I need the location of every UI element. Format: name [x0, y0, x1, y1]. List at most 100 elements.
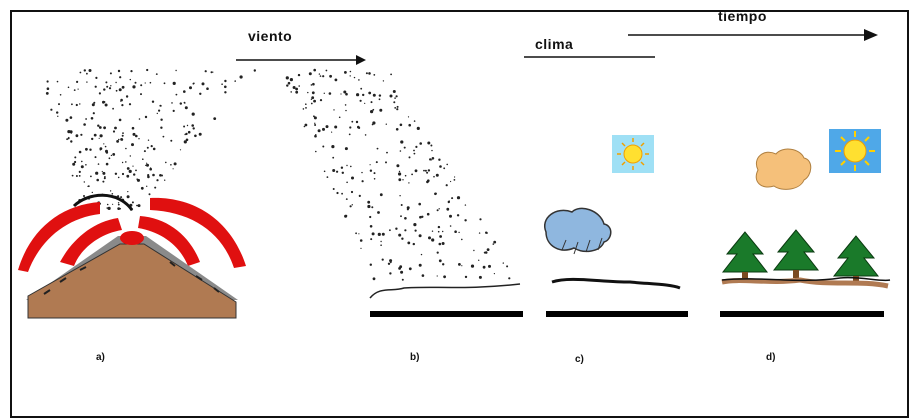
- ash-particle: [111, 193, 114, 195]
- ash-particle: [349, 205, 352, 208]
- ash-particle: [419, 215, 422, 219]
- ash-particle: [333, 109, 335, 111]
- ash-particle: [439, 235, 442, 238]
- ash-particle: [144, 82, 146, 84]
- ash-particle: [404, 229, 407, 232]
- ash-particle: [121, 138, 124, 141]
- ash-particle: [154, 186, 157, 189]
- ash-particle: [389, 259, 393, 263]
- ash-particle: [148, 193, 151, 196]
- ash-particle: [119, 207, 121, 210]
- ash-particle: [99, 134, 103, 138]
- ash-particle: [370, 101, 373, 104]
- crater-lava: [120, 231, 144, 245]
- ash-particle: [117, 176, 120, 179]
- ash-particle: [486, 232, 488, 234]
- ash-particle: [289, 78, 293, 82]
- diagram-border: [10, 10, 909, 418]
- ash-particle: [389, 94, 393, 98]
- ash-particle: [76, 80, 79, 83]
- ash-particle: [419, 142, 423, 145]
- ash-particle: [398, 233, 402, 237]
- ash-particle: [81, 160, 83, 163]
- ash-particle: [72, 162, 76, 166]
- ash-particle: [453, 179, 456, 181]
- ash-particle: [140, 84, 143, 87]
- ash-particle: [458, 263, 461, 266]
- ash-particle: [121, 134, 124, 137]
- ash-particle: [121, 104, 124, 107]
- ash-particle: [340, 166, 344, 169]
- ash-particle: [361, 180, 364, 183]
- ash-particle: [297, 73, 301, 77]
- ash-particle: [323, 92, 325, 95]
- ash-particle: [79, 71, 82, 74]
- ash-particle: [332, 156, 335, 159]
- ash-particle: [185, 138, 189, 142]
- volcano-cone: [27, 243, 237, 319]
- ash-particle: [70, 140, 73, 143]
- ash-particle: [85, 147, 88, 151]
- ash-layer-d: [721, 276, 891, 282]
- ash-particle: [431, 159, 433, 161]
- ash-particle: [377, 232, 381, 236]
- ash-particle: [160, 105, 162, 107]
- ash-particle: [213, 117, 217, 120]
- ash-fall-b: [285, 68, 511, 281]
- ash-particle: [398, 172, 402, 176]
- ash-particle: [305, 107, 307, 109]
- ash-particle: [120, 196, 123, 199]
- ash-particle: [91, 103, 95, 107]
- ash-particle: [290, 91, 293, 93]
- ash-particle: [345, 198, 348, 201]
- ash-particle: [424, 169, 427, 172]
- ash-particle: [126, 195, 130, 199]
- ash-particle: [69, 116, 73, 119]
- ash-particle: [448, 200, 450, 202]
- ash-particle: [83, 181, 86, 183]
- ash-particle: [413, 120, 416, 122]
- sun-icon-d: [835, 131, 875, 171]
- ash-particle: [385, 161, 387, 164]
- ash-particle: [131, 143, 134, 147]
- ash-particle: [147, 139, 150, 141]
- ash-particle: [345, 92, 348, 96]
- ash-particle: [59, 94, 62, 96]
- ash-particle: [134, 81, 137, 84]
- ash-particle: [89, 148, 92, 151]
- ash-particle: [369, 169, 373, 172]
- ash-particle: [492, 243, 495, 245]
- ash-particle: [356, 93, 360, 97]
- ash-particle: [117, 203, 120, 206]
- ash-particle: [373, 172, 376, 175]
- ash-particle: [379, 108, 383, 112]
- ash-particle: [102, 171, 106, 175]
- ash-particle: [125, 161, 127, 163]
- ash-particle: [73, 89, 76, 91]
- ash-particle: [314, 122, 316, 125]
- ash-particle: [380, 244, 382, 246]
- ash-particle: [418, 263, 422, 267]
- ash-particle: [149, 81, 152, 84]
- ash-particle: [133, 173, 136, 176]
- ash-particle: [479, 218, 482, 221]
- ash-particle: [402, 179, 404, 181]
- ash-particle: [212, 71, 214, 73]
- ash-particle: [508, 277, 511, 280]
- panel-b-ash-deposit: [285, 68, 523, 317]
- ash-particle: [78, 175, 81, 177]
- ash-particle: [310, 84, 313, 86]
- ash-particle: [456, 214, 460, 217]
- ash-particle: [45, 92, 49, 95]
- ash-particle: [104, 145, 107, 148]
- ash-particle: [115, 89, 118, 92]
- lava-arc-left-outer: [18, 202, 100, 272]
- ash-particle: [372, 108, 375, 111]
- ash-particle: [346, 164, 348, 167]
- ash-particle: [310, 102, 313, 105]
- ash-particle: [105, 81, 108, 84]
- ash-particle: [108, 87, 112, 90]
- tiempo-label: tiempo: [718, 8, 767, 24]
- ash-particle: [115, 81, 117, 84]
- ash-particle: [253, 69, 256, 72]
